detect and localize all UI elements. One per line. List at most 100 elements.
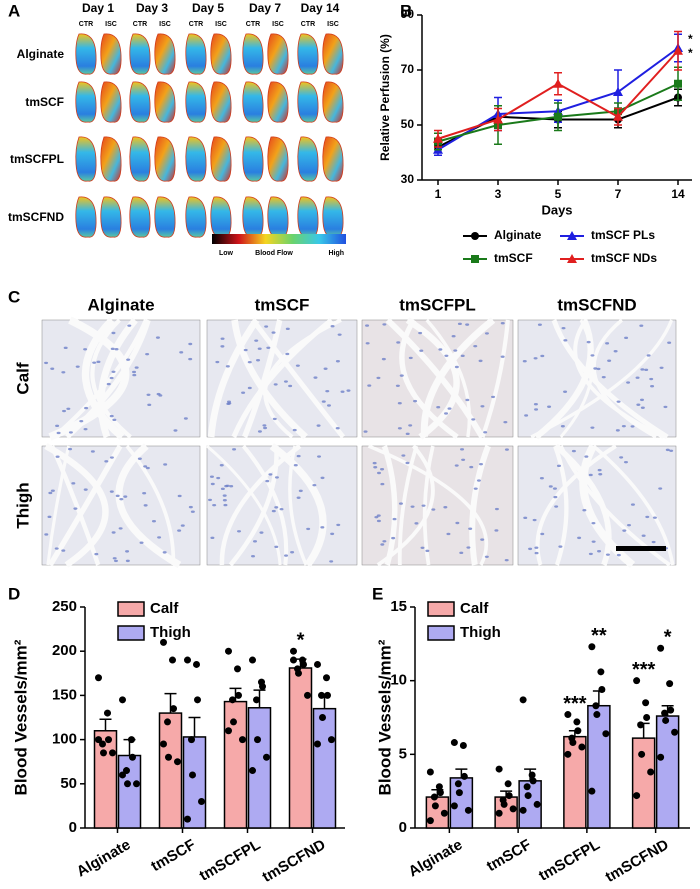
tissue-gap (250, 318, 346, 439)
laser-doppler-image (154, 196, 176, 238)
laser-doppler-image (185, 136, 207, 182)
nucleus (271, 509, 276, 513)
nucleus (323, 367, 328, 370)
nucleus (420, 546, 425, 550)
data-point (229, 696, 236, 704)
nucleus (588, 473, 593, 477)
data-point (194, 696, 201, 704)
nucleus (123, 495, 128, 498)
tissue-gap (269, 443, 327, 568)
nucleus (232, 448, 237, 451)
nucleus (134, 366, 139, 369)
nucleus (112, 557, 117, 560)
nucleus (68, 447, 73, 451)
panel-label: A (8, 1, 20, 20)
nucleus (151, 520, 156, 523)
nucleus (636, 403, 641, 406)
side-label: CTR (246, 21, 260, 28)
nucleus (605, 342, 610, 345)
nucleus (408, 356, 413, 360)
nucleus (247, 386, 252, 390)
nucleus (326, 404, 331, 407)
day-label: Day 1 (82, 1, 114, 15)
nucleus (640, 406, 645, 409)
laser-doppler-image (100, 33, 122, 75)
data-point (165, 753, 172, 761)
data-point (263, 753, 270, 761)
legend-swatch (117, 625, 145, 641)
nucleus (414, 522, 419, 525)
nucleus (465, 323, 470, 326)
data-point (523, 783, 531, 791)
laser-doppler-image (322, 33, 344, 75)
data-point (459, 741, 467, 749)
x-tick-label: tmSCFPL (197, 836, 264, 884)
nucleus (325, 389, 330, 393)
data-point (426, 817, 434, 825)
nucleus (397, 401, 402, 405)
laser-doppler-image (129, 81, 151, 123)
x-tick-label: 14 (671, 187, 685, 201)
nucleus (380, 543, 385, 546)
tissue-gap (50, 445, 101, 566)
nucleus (398, 502, 403, 505)
nucleus (143, 504, 148, 507)
nucleus (320, 526, 325, 529)
nucleus (188, 505, 193, 509)
nucleus (640, 368, 645, 371)
data-point (588, 787, 596, 795)
tissue-gap (530, 319, 674, 439)
nucleus (223, 503, 228, 507)
annotation: *** (632, 659, 656, 681)
nucleus (127, 324, 132, 327)
side-label: ISC (215, 21, 227, 28)
nucleus (665, 448, 670, 452)
legend-label: Calf (150, 600, 179, 617)
nucleus (523, 516, 528, 520)
nucleus (478, 359, 483, 363)
nucleus (374, 515, 379, 519)
tissue-gap (381, 445, 398, 566)
nucleus (480, 538, 485, 541)
data-point (464, 806, 472, 814)
laser-doppler-image (100, 196, 122, 238)
data-point (253, 696, 260, 704)
nucleus (44, 361, 49, 365)
nucleus (382, 323, 387, 326)
nucleus (118, 527, 123, 530)
point (554, 112, 562, 121)
nucleus (298, 489, 303, 493)
nucleus (330, 532, 335, 536)
nucleus (586, 340, 591, 344)
nucleus (554, 505, 559, 508)
nucleus (340, 390, 345, 393)
data-point (519, 696, 527, 704)
annotation: ** (591, 625, 607, 647)
nucleus (615, 429, 620, 432)
laser-doppler-image (185, 33, 207, 75)
nucleus (212, 503, 217, 507)
nucleus (188, 342, 193, 346)
tissue-gap (228, 445, 279, 567)
nucleus (365, 342, 370, 345)
data-point (500, 800, 508, 808)
nucleus (75, 365, 80, 368)
tissue-gap (559, 445, 671, 567)
data-point (174, 758, 181, 766)
data-point (160, 740, 167, 748)
nucleus (476, 479, 481, 482)
data-point (450, 802, 458, 810)
nucleus (533, 403, 538, 406)
nucleus (284, 554, 289, 557)
nucleus (598, 473, 603, 476)
data-point (119, 771, 126, 779)
y-tick-label: 15 (390, 598, 407, 615)
bar (587, 704, 611, 829)
nucleus (552, 487, 557, 490)
tissue-gap (367, 444, 489, 566)
data-point (602, 730, 610, 738)
nucleus (410, 505, 415, 508)
nucleus (155, 336, 160, 339)
data-point (578, 743, 586, 751)
